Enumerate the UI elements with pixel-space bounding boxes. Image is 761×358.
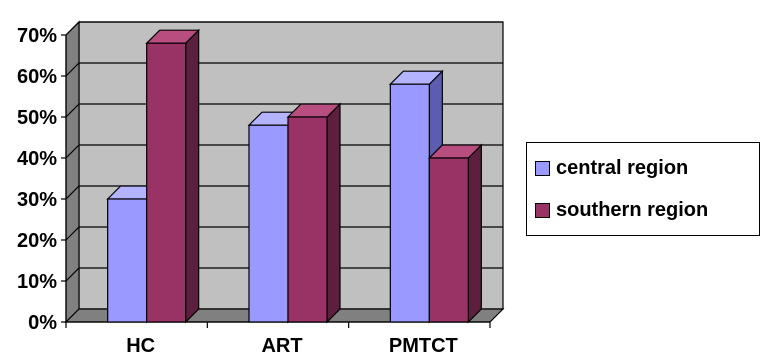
bar-front-southern-pmtct (428, 157, 469, 323)
x-axis-category-labels: HC ART PMTCT (126, 335, 458, 357)
y-tick-label: 30% (17, 189, 57, 211)
x-category-label-hc: HC (126, 335, 155, 357)
bar-southern-hc (145, 28, 201, 324)
gridline (65, 103, 503, 118)
gridline (65, 226, 503, 241)
side-wall (65, 20, 80, 324)
y-tick-label: 50% (17, 107, 57, 129)
bar-side-southern-hc (185, 28, 200, 324)
legend-swatch-central (535, 161, 550, 176)
bar-side-southern-pmtct (467, 143, 482, 324)
legend-swatch-southern (535, 203, 550, 218)
bar-side-southern-art (326, 102, 341, 324)
y-tick-label: 20% (17, 230, 57, 252)
gridline (65, 144, 503, 159)
y-tick-label: 0% (28, 312, 57, 334)
bar-front-southern-hc (146, 42, 187, 323)
bar-front-central-art (248, 124, 289, 323)
gridline (65, 267, 503, 282)
x-category-label-pmtct: PMTCT (389, 335, 458, 357)
legend: central region southern region (526, 142, 760, 236)
y-tick-label: 40% (17, 148, 57, 170)
gridlines (65, 21, 503, 282)
gridline (65, 62, 503, 77)
gridline (65, 21, 503, 36)
legend-item-southern: southern region (535, 199, 708, 222)
bar-southern-pmtct (427, 143, 483, 324)
bar-front-southern-art (287, 116, 328, 323)
x-category-label-art: ART (261, 335, 302, 357)
bar-front-central-hc (107, 198, 148, 323)
legend-label-southern: southern region (556, 199, 709, 221)
legend-label-central: central region (556, 157, 689, 179)
y-tick-label: 60% (17, 66, 57, 88)
bar-front-central-pmtct (389, 83, 430, 323)
bars (106, 28, 483, 324)
y-tick-label: 70% (17, 25, 57, 47)
gridline (65, 185, 503, 200)
bar-southern-art (286, 102, 342, 324)
y-axis-tick-labels: 0% 10% 20% 30% 40% 50% 60% 70% (17, 25, 57, 334)
legend-item-central: central region (535, 157, 688, 180)
y-tick-label: 10% (17, 271, 57, 293)
